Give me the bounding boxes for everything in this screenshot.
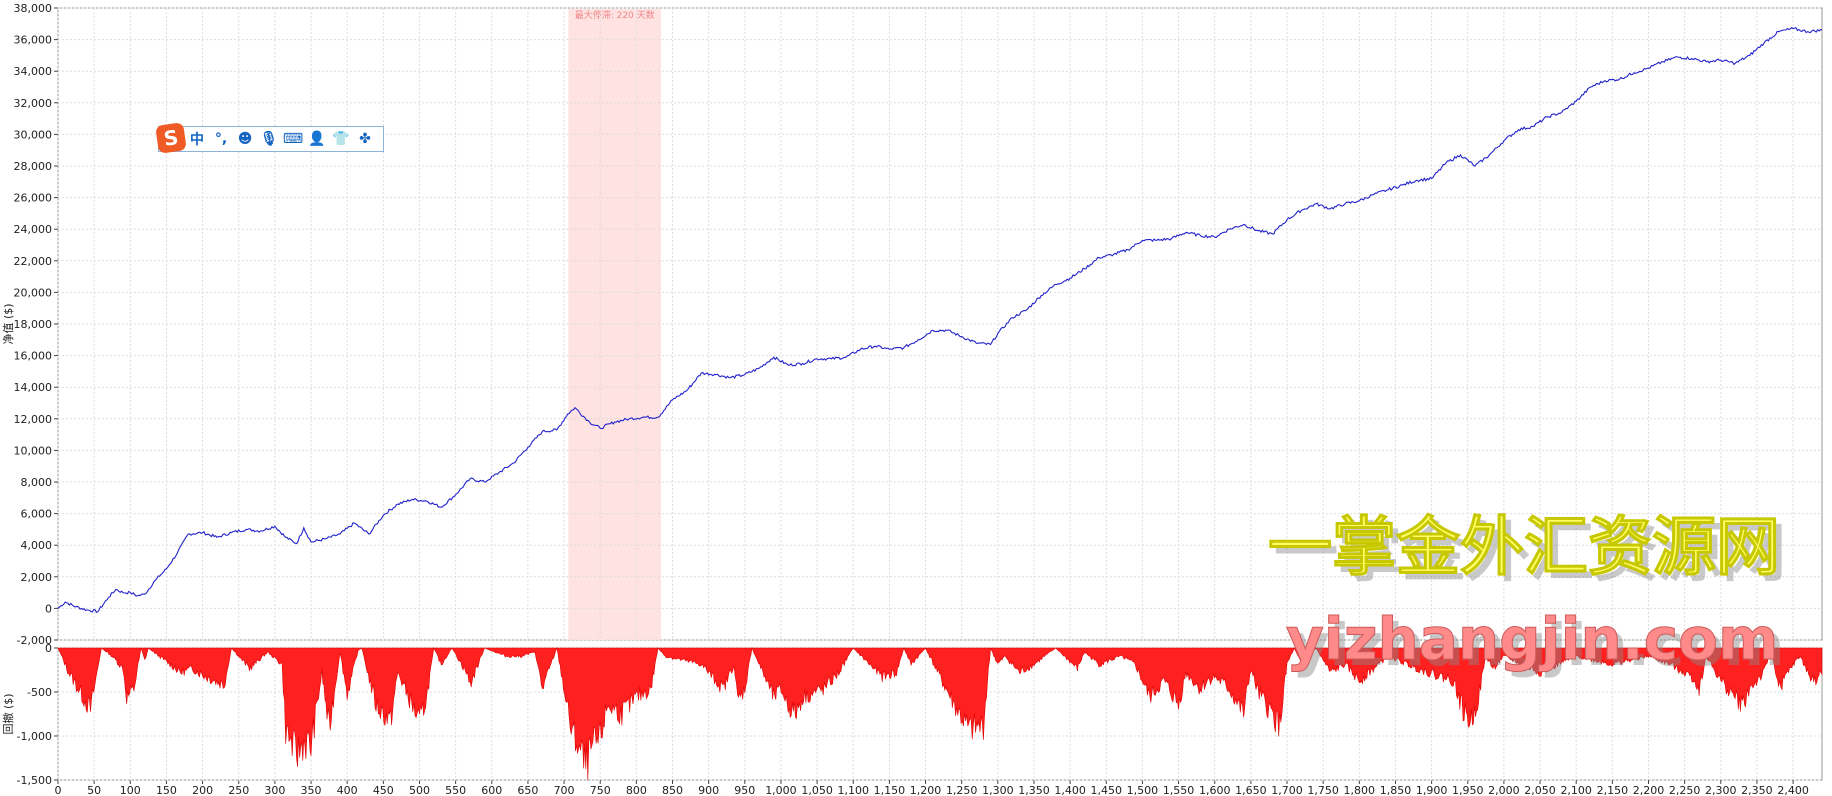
equity-y-tick-label: 16,000 <box>14 350 53 363</box>
x-tick-label: 1,750 <box>1307 784 1339 796</box>
x-tick-label: 2,100 <box>1560 784 1592 796</box>
chinese-mode-icon[interactable]: 中 <box>190 132 204 148</box>
equity-y-tick-label: 36,000 <box>14 34 53 47</box>
x-tick-label: 1,700 <box>1271 784 1303 796</box>
drawdown-series-area <box>57 646 1823 781</box>
x-tick-label: 1,650 <box>1235 784 1267 796</box>
x-tick-label: 300 <box>264 784 285 796</box>
x-tick-label: 2,200 <box>1633 784 1665 796</box>
user-icon[interactable]: 👤 <box>308 131 326 147</box>
x-tick-label: 1,250 <box>946 784 978 796</box>
equity-y-tick-label: 20,000 <box>14 286 53 299</box>
x-tick-label: 700 <box>554 784 575 796</box>
x-tick-label: 750 <box>590 784 611 796</box>
x-tick-label: 900 <box>698 784 719 796</box>
stagnation-label: 最大停滞: 220 天数 <box>575 9 655 21</box>
x-tick-label: 500 <box>409 784 430 796</box>
equity-y-tick-label: 26,000 <box>14 192 53 205</box>
equity-y-tick-label: 14,000 <box>14 381 53 394</box>
x-tick-label: 2,400 <box>1777 784 1809 796</box>
x-tick-label: 1,150 <box>874 784 906 796</box>
drawdown-y-axis-label: 回撤 ($) <box>1 693 15 734</box>
x-tick-label: 1,050 <box>801 784 833 796</box>
drawdown-panel: 0 50 100 150 200 250 300 350 400 450 500 550 600 650 7… <box>1 642 1823 796</box>
equity-y-tick-label: 18,000 <box>14 318 53 331</box>
x-tick-label: 450 <box>373 784 394 796</box>
x-tick-label: 2,000 <box>1488 784 1520 796</box>
x-tick-label: 250 <box>228 784 249 796</box>
x-tick-label: 1,300 <box>982 784 1014 796</box>
x-tick-label: 650 <box>517 784 538 796</box>
equity-y-tick-label: 32,000 <box>14 97 53 110</box>
equity-y-tick-label: 22,000 <box>14 255 53 268</box>
x-tick-label: 1,850 <box>1380 784 1412 796</box>
x-tick-label: 150 <box>156 784 177 796</box>
equity-y-tick-label: 12,000 <box>14 413 53 426</box>
watermark: 一掌金外汇资源网 一掌金外汇资源网 yizhangjin.com yizhang… <box>1268 511 1787 680</box>
drawdown-y-tick-label: -1,500 <box>17 774 52 787</box>
toolbox-icon[interactable]: ✤ <box>359 131 371 147</box>
equity-y-axis-label: 净值 ($) <box>1 303 15 344</box>
x-tick-label: 600 <box>481 784 502 796</box>
microphone-icon[interactable]: 🎙 <box>260 131 278 147</box>
equity-y-tick-label: 28,000 <box>14 160 53 173</box>
x-tick-label: 550 <box>445 784 466 796</box>
equity-y-tick-label: 0 <box>45 602 52 615</box>
equity-y-tick-label: 10,000 <box>14 444 53 457</box>
watermark-line1-shadow: 一掌金外汇资源网 <box>1274 517 1786 591</box>
x-tick-label: 1,100 <box>837 784 869 796</box>
punctuation-icon[interactable]: °, <box>214 131 228 147</box>
equity-y-tick-label: 4,000 <box>21 539 53 552</box>
watermark-line1: 一掌金外汇资源网 <box>1268 511 1780 585</box>
equity-y-tick-label: 38,000 <box>14 2 53 15</box>
x-tick-label: 2,300 <box>1705 784 1737 796</box>
drawdown-y-tick-label: -1,000 <box>17 730 52 743</box>
x-tick-label: 400 <box>337 784 358 796</box>
equity-y-tick-label: 8,000 <box>21 476 53 489</box>
emoji-icon[interactable]: ☻ <box>237 131 253 147</box>
equity-y-tick-label: -2,000 <box>17 634 52 647</box>
x-tick-label: 1,950 <box>1452 784 1484 796</box>
equity-y-tick-label: 30,000 <box>14 128 53 141</box>
x-tick-label: 350 <box>301 784 322 796</box>
x-tick-label: 800 <box>626 784 647 796</box>
x-tick-label: 950 <box>734 784 755 796</box>
watermark-line2-shadow: yizhangjin.com <box>1292 611 1784 679</box>
x-tick-label: 1,900 <box>1416 784 1448 796</box>
drawdown-y-tick-label: -500 <box>27 686 52 699</box>
x-tick-label: 2,350 <box>1741 784 1773 796</box>
x-tick-label: 2,150 <box>1597 784 1629 796</box>
x-tick-label: 1,200 <box>910 784 942 796</box>
x-tick-label: 1,500 <box>1127 784 1159 796</box>
ime-toolbar[interactable]: S 中 °, ☻ 🎙 ⌨ 👤 👕 ✤ <box>155 122 384 154</box>
x-tick-label: 1,400 <box>1054 784 1086 796</box>
watermark-line2: yizhangjin.com <box>1286 605 1778 673</box>
x-tick-label: 1,450 <box>1091 784 1123 796</box>
equity-series-line <box>57 26 1823 614</box>
equity-y-tick-label: 2,000 <box>21 571 53 584</box>
x-tick-label: 1,000 <box>765 784 797 796</box>
x-tick-label: 50 <box>87 784 101 796</box>
x-tick-label: 1,800 <box>1344 784 1376 796</box>
skin-icon[interactable]: 👕 <box>332 131 350 147</box>
keyboard-icon[interactable]: ⌨ <box>282 131 304 147</box>
x-tick-label: 1,350 <box>1018 784 1050 796</box>
x-tick-label: 2,250 <box>1669 784 1701 796</box>
x-tick-label: 200 <box>192 784 213 796</box>
x-tick-label: 100 <box>120 784 141 796</box>
x-tick-label: 1,550 <box>1163 784 1195 796</box>
ime-logo-icon[interactable]: S <box>155 122 187 154</box>
equity-y-tick-label: 24,000 <box>14 223 53 236</box>
x-tick-label: 1,600 <box>1199 784 1231 796</box>
x-tick-label: 850 <box>662 784 683 796</box>
equity-y-tick-label: 34,000 <box>14 65 53 78</box>
x-tick-label: 0 <box>55 784 62 796</box>
x-tick-label: 2,050 <box>1524 784 1556 796</box>
equity-panel: 最大停滞: 220 天数 -2,000 0 2,000 4,000 6,000 8,000 1… <box>1 2 1823 647</box>
drawdown-y-tick-label: 0 <box>45 642 52 655</box>
equity-y-tick-label: 6,000 <box>21 508 53 521</box>
